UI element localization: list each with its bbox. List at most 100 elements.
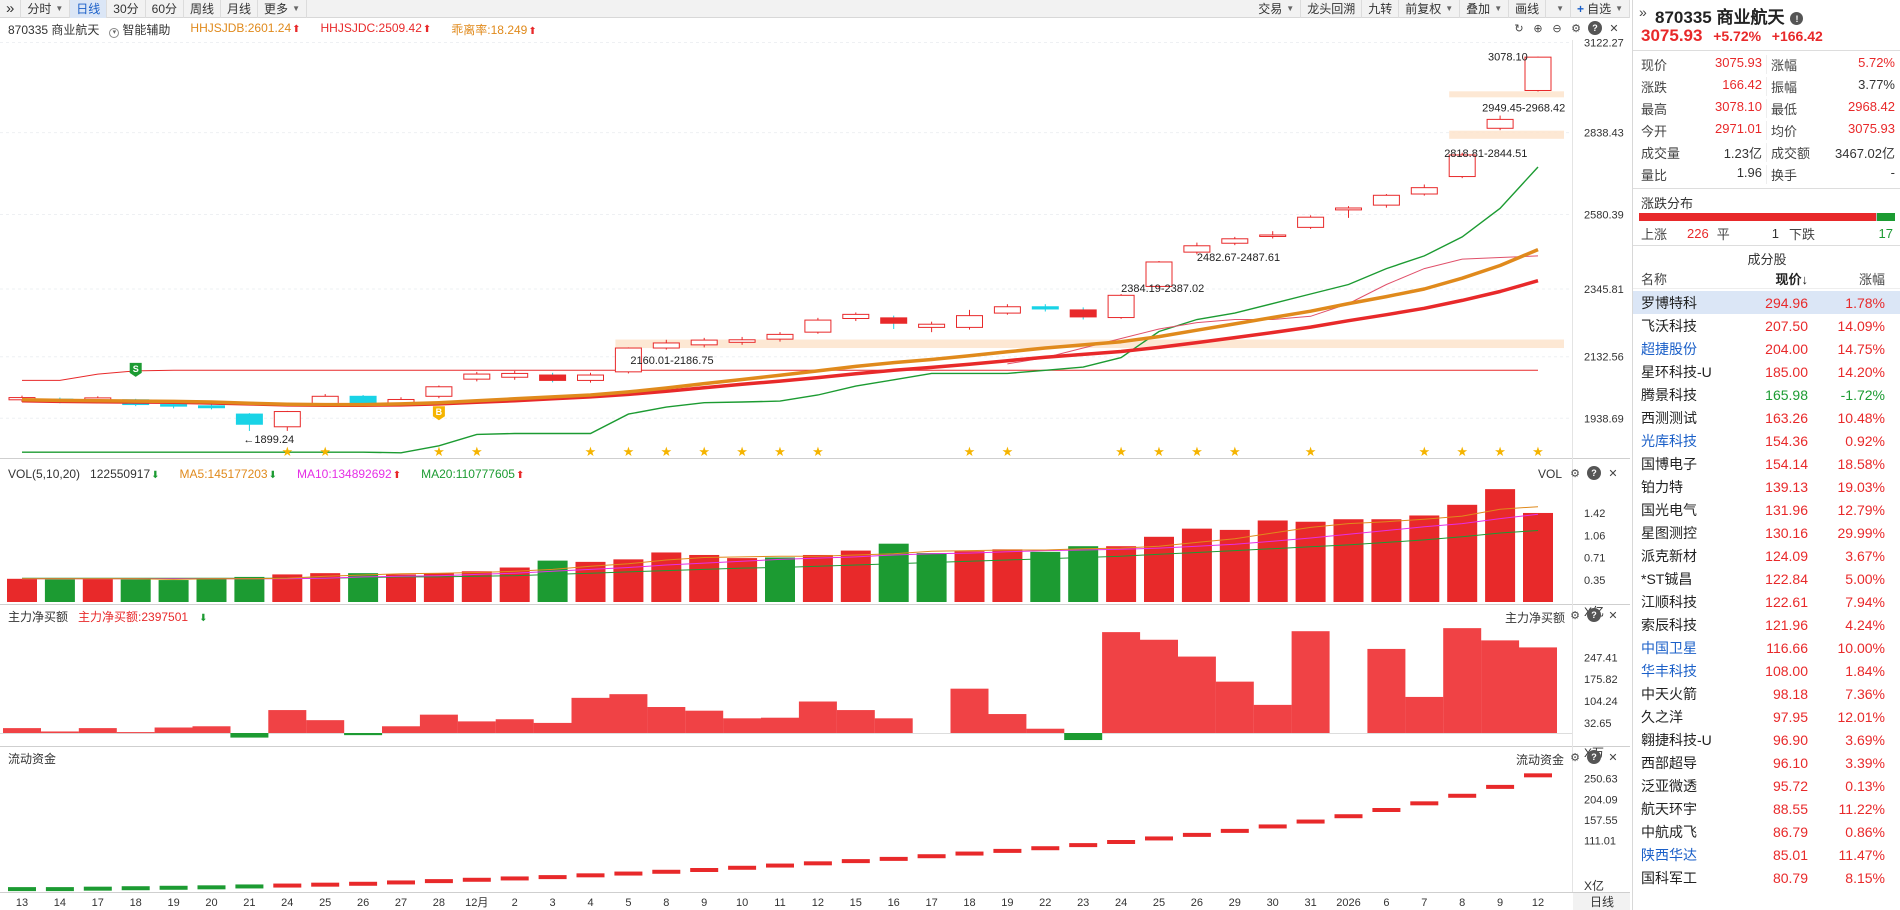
liquidity-mark [1486, 784, 1515, 789]
date-tick-label: 27 [395, 897, 407, 909]
tool-2-button[interactable]: 九转 [1362, 0, 1400, 18]
component-row[interactable]: 飞沃科技 207.50 14.09% [1633, 314, 1900, 337]
period-0-button[interactable]: 分时 ▼ [21, 0, 71, 18]
close-icon[interactable]: ✕ [1609, 22, 1619, 35]
help-icon[interactable]: ? [1587, 466, 1601, 480]
help-icon[interactable]: ? [1588, 21, 1602, 35]
chart-canvas[interactable]: 3122.27 2838.43 2580.39 2345.81 2132.56 1938.… [0, 18, 1630, 910]
component-row[interactable]: 航天环宇 88.55 11.22% [1633, 797, 1900, 820]
component-row[interactable]: 腾景科技 165.98 -1.72% [1633, 383, 1900, 406]
gear-icon[interactable]: ⚙ [1570, 751, 1580, 764]
col-name-header[interactable]: 名称 [1641, 272, 1668, 287]
col-price-header[interactable]: 现价↓ [1775, 272, 1808, 287]
component-price: 154.14 [1765, 455, 1808, 472]
component-row[interactable]: 翱捷科技-U 96.90 3.69% [1633, 728, 1900, 751]
volume-bar [82, 578, 113, 602]
period-3-button[interactable]: 60分 [146, 0, 185, 18]
volume-indicator-0: VOL(5,10,20) [8, 467, 80, 481]
component-row[interactable]: 华丰科技 108.00 1.84% [1633, 659, 1900, 682]
component-row[interactable]: 国博电子 154.14 18.58% [1633, 452, 1900, 475]
flow-bar [950, 688, 989, 733]
component-row[interactable]: 中国卫星 116.66 10.00% [1633, 636, 1900, 659]
flow-bar [571, 697, 610, 733]
component-row[interactable]: 泛亚微透 95.72 0.13% [1633, 774, 1900, 797]
star-icon: ★ [319, 444, 331, 459]
close-icon[interactable]: ✕ [1608, 609, 1618, 622]
tool-4-button[interactable]: 叠加 ▼ [1460, 0, 1510, 18]
component-row[interactable]: 派克新材 124.09 3.67% [1633, 544, 1900, 567]
date-tick-label: 4 [587, 897, 593, 909]
toolbar-menu-caret[interactable]: ▼ [1546, 0, 1572, 18]
candle-body [918, 323, 946, 328]
quote-cell: 均价 3075.93 [1767, 121, 1900, 140]
component-name: 国科军工 [1641, 869, 1697, 886]
gear-icon[interactable]: ⚙ [1570, 467, 1580, 480]
component-price: 130.16 [1765, 524, 1808, 541]
component-row[interactable]: 星图测控 130.16 29.99% [1633, 521, 1900, 544]
info-icon[interactable]: ! [1790, 12, 1804, 26]
tool-0-button[interactable]: 交易 ▼ [1252, 0, 1302, 18]
close-icon[interactable]: ✕ [1608, 751, 1618, 764]
date-tick-label: 19 [167, 897, 179, 909]
tool-1-button[interactable]: 龙头回溯 [1301, 0, 1363, 18]
flow-bar [3, 728, 41, 733]
watchlist-button[interactable]: + 自选 ▼ [1571, 0, 1630, 18]
component-change: 7.36% [1845, 685, 1885, 702]
gear-icon[interactable]: ⚙ [1571, 22, 1581, 35]
date-tick-label: 12月 [465, 897, 488, 909]
date-tick-label: 26 [1191, 897, 1203, 909]
col-change-header[interactable]: 涨幅 [1858, 272, 1885, 287]
liquidity-tick-label: 157.55 [1584, 815, 1618, 827]
candle-body [1486, 118, 1514, 129]
component-row[interactable]: 超捷股份 204.00 14.75% [1633, 337, 1900, 360]
candle-body [880, 317, 908, 324]
component-row[interactable]: 国科军工 80.79 8.15% [1633, 866, 1900, 889]
collapse-toggle[interactable]: » [0, 0, 22, 18]
flow-bar [344, 733, 383, 736]
candle-body [160, 404, 188, 407]
help-icon[interactable]: ? [1587, 608, 1601, 622]
component-row[interactable]: 国光电气 131.96 12.79% [1633, 498, 1900, 521]
zoom-out-icon[interactable]: ⊖ [1552, 22, 1562, 35]
component-row[interactable]: 铂力特 139.13 19.03% [1633, 475, 1900, 498]
help-icon[interactable]: ? [1587, 750, 1601, 764]
refresh-icon[interactable]: ↻ [1514, 22, 1524, 35]
tool-3-button[interactable]: 前复权 ▼ [1399, 0, 1461, 18]
liquidity-mark [1524, 773, 1552, 778]
candle-body [993, 306, 1021, 314]
tool-5-button[interactable]: 画线 [1509, 0, 1547, 18]
quote-value: 5.72% [1858, 54, 1895, 70]
assist-toggle[interactable]: ▾ 智能辅助 [109, 21, 180, 38]
period-1-button[interactable]: 日线 [70, 0, 108, 18]
star-icon: ★ [1191, 444, 1203, 459]
zoom-in-icon[interactable]: ⊕ [1533, 22, 1543, 35]
date-tick-label: 13 [16, 897, 28, 909]
flow-bar [609, 694, 648, 733]
component-row[interactable]: 西部超导 96.10 3.39% [1633, 751, 1900, 774]
component-price: 97.95 [1772, 708, 1808, 725]
star-icon: ★ [698, 444, 710, 459]
volume-indicator-4-text: MA20:110777605 [421, 467, 515, 481]
component-row[interactable]: 罗博特科 294.96 1.78% [1633, 291, 1900, 314]
component-row[interactable]: 陕西华达 85.01 11.47% [1633, 843, 1900, 866]
component-row[interactable]: 久之洋 97.95 12.01% [1633, 705, 1900, 728]
price-tick-label: 2345.81 [1584, 284, 1624, 296]
component-change: 4.24% [1845, 616, 1885, 633]
period-2-button[interactable]: 30分 [107, 0, 146, 18]
component-row[interactable]: 江顺科技 122.61 7.94% [1633, 590, 1900, 613]
sidebar-collapse-icon[interactable]: » [1639, 4, 1647, 20]
component-row[interactable]: 中天火箭 98.18 7.36% [1633, 682, 1900, 705]
period-4-button[interactable]: 周线 [184, 0, 222, 18]
gear-icon[interactable]: ⚙ [1570, 609, 1580, 622]
component-row[interactable]: 星环科技-U 185.00 14.20% [1633, 360, 1900, 383]
component-row[interactable]: 索辰科技 121.96 4.24% [1633, 613, 1900, 636]
component-row[interactable]: *ST铖昌 122.84 5.00% [1633, 567, 1900, 590]
component-row[interactable]: 中航成飞 86.79 0.86% [1633, 820, 1900, 843]
component-price: 116.66 [1766, 639, 1808, 656]
component-row[interactable]: 光库科技 154.36 0.92% [1633, 429, 1900, 452]
period-5-button[interactable]: 月线 [221, 0, 259, 18]
component-row[interactable]: 西测测试 163.26 10.48% [1633, 406, 1900, 429]
close-icon[interactable]: ✕ [1608, 467, 1618, 480]
period-6-button[interactable]: 更多 ▼ [258, 0, 307, 18]
component-name: 腾景科技 [1641, 386, 1697, 403]
